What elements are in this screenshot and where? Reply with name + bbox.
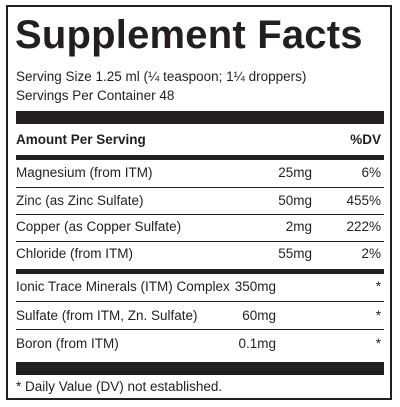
nutrient-name: Sulfate (from ITM, Zn. Sulfate) <box>16 308 198 323</box>
row-divider <box>16 187 384 188</box>
row-divider <box>16 329 384 330</box>
nutrient-name: Ionic Trace Minerals (ITM) Complex <box>16 279 230 294</box>
nutrient-row: Copper (as Copper Sulfate) 2mg 222% <box>16 216 384 238</box>
nutrient-dv: * <box>375 308 381 323</box>
nutrient-dv: 222% <box>346 219 381 234</box>
nutrient-amount: 350mg <box>234 279 276 294</box>
row-divider <box>16 214 384 215</box>
nutrient-row: Ionic Trace Minerals (ITM) Complex 350mg… <box>16 276 384 298</box>
nutrient-dv: * <box>375 279 381 294</box>
amount-per-serving-label: Amount Per Serving <box>16 132 146 147</box>
nutrient-dv: 455% <box>346 193 381 208</box>
nutrient-row: Magnesium (from ITM) 25mg 6% <box>16 162 384 184</box>
dv-label: %DV <box>350 132 381 147</box>
nutrient-row: Chloride (from ITM) 55mg 2% <box>16 243 384 265</box>
nutrient-name: Boron (from ITM) <box>16 336 119 351</box>
nutrient-amount: 60mg <box>242 308 276 323</box>
thick-divider <box>16 111 384 124</box>
footnote: * Daily Value (DV) not established. <box>16 379 223 394</box>
nutrient-dv: 6% <box>361 165 381 180</box>
section-divider <box>16 269 384 274</box>
nutrient-dv: * <box>375 336 381 351</box>
row-divider <box>16 301 384 302</box>
nutrient-name: Chloride (from ITM) <box>16 246 134 261</box>
servings-per-container: Servings Per Container 48 <box>16 88 175 103</box>
nutrient-name: Zinc (as Zinc Sulfate) <box>16 193 144 208</box>
nutrient-amount: 50mg <box>278 193 312 208</box>
nutrient-row: Boron (from ITM) 0.1mg * <box>16 333 384 355</box>
serving-size: Serving Size 1.25 ml (¼ teaspoon; 1¼ dro… <box>16 69 307 84</box>
supplement-facts-panel: Supplement Facts Serving Size 1.25 ml (¼… <box>6 5 392 400</box>
header-row: Amount Per Serving %DV <box>16 129 384 151</box>
nutrient-name: Magnesium (from ITM) <box>16 165 153 180</box>
nutrient-row: Sulfate (from ITM, Zn. Sulfate) 60mg * <box>16 305 384 327</box>
header-divider <box>16 155 384 160</box>
nutrient-dv: 2% <box>361 246 381 261</box>
row-divider <box>16 241 384 242</box>
nutrient-amount: 25mg <box>278 165 312 180</box>
nutrient-name: Copper (as Copper Sulfate) <box>16 219 182 234</box>
panel-title: Supplement Facts <box>15 13 363 57</box>
nutrient-amount: 55mg <box>278 246 312 261</box>
nutrient-amount: 0.1mg <box>238 336 276 351</box>
thick-divider-bottom <box>16 362 384 375</box>
nutrient-amount: 2mg <box>285 219 312 234</box>
nutrient-row: Zinc (as Zinc Sulfate) 50mg 455% <box>16 190 384 212</box>
